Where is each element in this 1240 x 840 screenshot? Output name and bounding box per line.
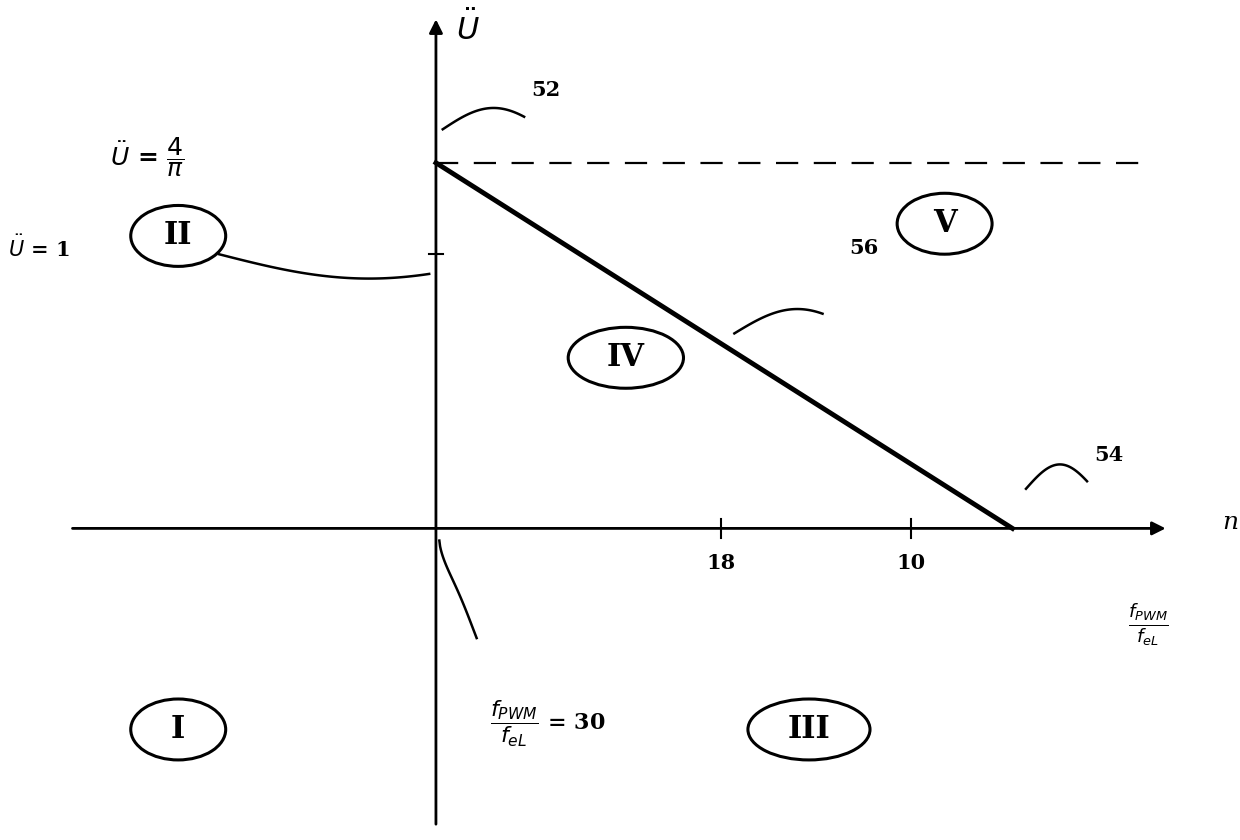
Text: I: I [171, 714, 185, 745]
Text: IV: IV [606, 342, 645, 373]
Text: 10: 10 [897, 553, 925, 573]
Text: $\ddot{U}$: $\ddot{U}$ [456, 11, 480, 47]
Text: 18: 18 [707, 553, 735, 573]
Text: III: III [787, 714, 831, 745]
Text: n: n [1223, 511, 1239, 533]
Text: 52: 52 [531, 80, 560, 100]
Text: 54: 54 [1094, 445, 1123, 465]
Text: $\dfrac{f_{PWM}}{f_{eL}}$ = 30: $\dfrac{f_{PWM}}{f_{eL}}$ = 30 [490, 699, 605, 749]
Text: V: V [932, 208, 956, 239]
Text: 56: 56 [849, 238, 879, 258]
Text: $\ddot{U}$ = $\dfrac{4}{\pi}$: $\ddot{U}$ = $\dfrac{4}{\pi}$ [110, 134, 185, 179]
Text: II: II [164, 220, 192, 251]
Text: $\frac{f_{PWM}}{f_{eL}}$: $\frac{f_{PWM}}{f_{eL}}$ [1127, 601, 1168, 648]
Text: $\ddot{U}$ = 1: $\ddot{U}$ = 1 [7, 235, 69, 261]
